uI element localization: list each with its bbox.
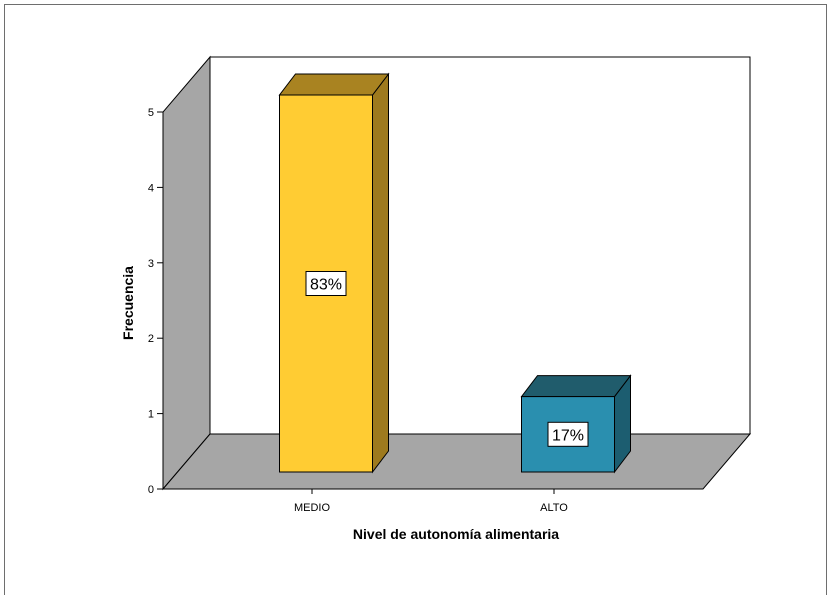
left-wall <box>162 55 211 491</box>
chart-walls <box>161 55 752 491</box>
x-tick-label: MEDIO <box>294 502 331 514</box>
y-axis-label: Frecuencia <box>120 266 136 340</box>
y-tick-label: 2 <box>148 333 154 345</box>
data-label: 83% <box>310 277 342 294</box>
outer-border <box>4 4 827 600</box>
y-tick-label: 1 <box>148 409 154 421</box>
y-axis: 0 1 2 3 4 5 <box>148 107 164 496</box>
bar-top <box>520 375 632 398</box>
data-label-box <box>305 271 347 296</box>
floor <box>161 433 752 490</box>
y-tick-label: 4 <box>148 182 154 194</box>
y-tick-label: 5 <box>148 107 154 119</box>
x-axis-labels: MEDIO ALTO <box>294 489 568 514</box>
data-label-box <box>547 421 589 447</box>
bar-medio: 83% <box>278 72 390 474</box>
y-tick-label: 0 <box>148 484 154 496</box>
x-tick-label: ALTO <box>540 502 568 514</box>
bars: 83% 17% <box>278 72 632 474</box>
x-axis-label: Nivel de autonomía alimentaria <box>353 526 559 542</box>
bar-alto: 17% <box>520 374 632 474</box>
bar-side <box>372 72 389 474</box>
data-label: 17% <box>552 427 584 444</box>
y-tick-label: 3 <box>148 258 154 270</box>
bar-top <box>278 73 390 96</box>
